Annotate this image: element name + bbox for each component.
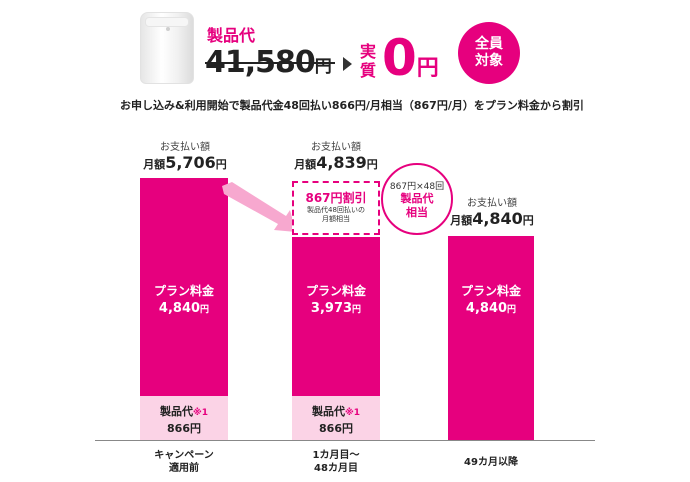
axis-label-line2: 適用前	[169, 463, 199, 474]
payment-amount: 月額4,840円	[430, 209, 554, 228]
baseline-axis	[95, 440, 595, 441]
plan-fee-label: プラン料金 3,973円	[292, 283, 380, 319]
router-image	[140, 12, 194, 84]
plan-fee-bar	[140, 178, 228, 396]
plan-fee-label: プラン料金 4,840円	[448, 283, 534, 319]
axis-label-before: キャンペーン 適用前	[124, 449, 244, 475]
product-fee-note: ※1	[344, 408, 360, 418]
badge-line1: 全員	[475, 36, 503, 52]
payment-prefix: 月額	[450, 214, 473, 227]
plan-fee-bar	[292, 237, 380, 396]
product-fee-title: 製品代	[159, 405, 193, 418]
product-fee-value: 866円	[319, 422, 353, 435]
axis-label-line1: 1カ月目～	[312, 450, 360, 461]
payment-yen: 円	[522, 214, 534, 227]
campaign-description: お申し込み&利用開始で製品代金48回払い866円/月相当（867円/月）をプラン…	[120, 99, 584, 112]
payment-amount: 月額5,706円	[125, 153, 245, 172]
axis-label-line2: 48カ月目	[314, 463, 358, 474]
plan-fee-yen: 円	[200, 305, 210, 315]
plan-fee-yen: 円	[507, 305, 517, 315]
strikethrough-line	[205, 62, 335, 64]
payment-sub-label: お支払い額	[160, 142, 210, 153]
plan-fee-bar	[448, 236, 534, 440]
discount-callout-circle: 867円×48回 製品代 相当	[381, 163, 453, 235]
payment-sub-label: お支払い額	[467, 198, 517, 209]
plan-fee-title: プラン料金	[460, 284, 521, 298]
axis-label-after: 49カ月以降	[464, 457, 518, 468]
discount-callout-line1: 867円×48回	[389, 181, 445, 192]
payment-yen: 円	[215, 158, 227, 171]
discount-callout-line3: 相当	[406, 205, 428, 219]
payment-value: 4,839	[316, 153, 367, 172]
axis-label-period: 1カ月目～ 48カ月目	[276, 449, 396, 475]
badge-line2: 対象	[475, 53, 503, 69]
product-fee-bar: 製品代※1 866円	[292, 396, 380, 440]
payment-prefix: 月額	[143, 158, 166, 171]
product-fee-title: 製品代	[311, 405, 345, 418]
transition-arrow-icon	[222, 182, 296, 232]
new-price-value: 0	[382, 29, 417, 87]
old-price-yen: 円	[314, 57, 332, 77]
new-price-yen: 円	[416, 56, 439, 81]
plan-fee-yen: 円	[352, 305, 362, 315]
payment-value: 5,706	[165, 153, 216, 172]
payment-sub-label: お支払い額	[311, 142, 361, 153]
payment-yen: 円	[366, 158, 378, 171]
effective-label: 実質	[360, 42, 377, 80]
product-fee-bar: 製品代※1 866円	[140, 396, 228, 440]
discount-callout-line2: 製品代	[400, 191, 434, 205]
discount-amount: 867円割引	[305, 191, 367, 205]
plan-fee-title: プラン料金	[305, 284, 366, 298]
product-fee-value: 866円	[167, 422, 201, 435]
product-fee-note: ※1	[192, 408, 208, 418]
arrow-right-icon	[343, 57, 352, 71]
price-label: 製品代	[207, 26, 256, 45]
plan-fee-title: プラン料金	[153, 284, 214, 298]
all-eligible-badge: 全員 対象	[458, 22, 520, 84]
plan-fee-label: プラン料金 4,840円	[140, 283, 228, 319]
payment-prefix: 月額	[294, 158, 317, 171]
axis-label-line1: キャンペーン	[154, 450, 214, 461]
plan-fee-value: 4,840	[465, 301, 508, 316]
discount-note-line2: 月額相当	[322, 215, 350, 223]
new-price: 0円	[382, 30, 439, 97]
payment-value: 4,840	[472, 209, 523, 228]
payment-amount: 月額4,839円	[274, 153, 398, 172]
plan-fee-value: 4,840	[158, 301, 201, 316]
discount-box: 867円割引 製品代48回払いの 月額相当	[292, 181, 380, 235]
plan-fee-value: 3,973	[310, 301, 353, 316]
discount-note-line1: 製品代48回払いの	[307, 206, 365, 214]
